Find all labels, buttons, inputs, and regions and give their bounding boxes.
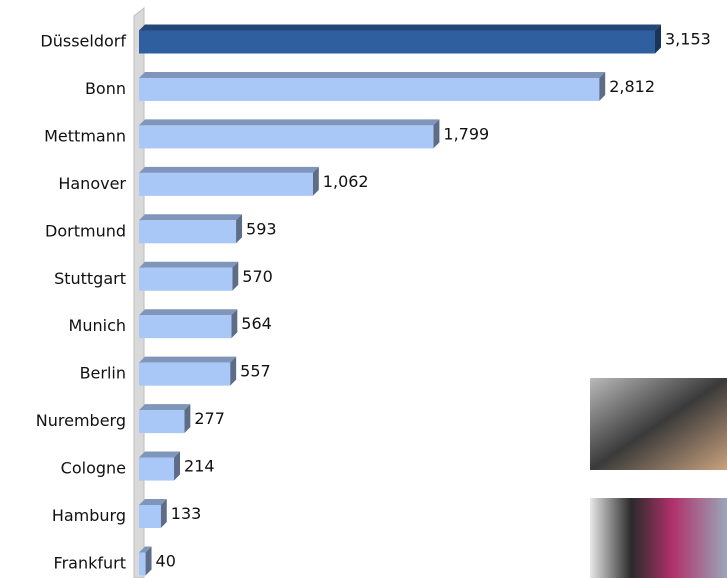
value-label: 3,153	[665, 30, 711, 49]
value-label: 557	[240, 362, 271, 381]
value-label: 593	[246, 219, 277, 238]
bar-face	[139, 72, 605, 78]
bar	[139, 357, 236, 386]
bar-face	[139, 458, 174, 481]
bar-face	[139, 315, 231, 338]
category-label: Nuremberg	[36, 411, 126, 430]
value-label: 570	[242, 267, 273, 286]
value-label: 1,799	[443, 124, 489, 143]
bar-face	[139, 552, 146, 575]
bar-face	[139, 309, 237, 315]
category-label: Bonn	[85, 79, 126, 98]
bar-face	[139, 214, 242, 220]
bar	[139, 309, 237, 338]
bar-face	[139, 25, 661, 31]
value-label: 133	[171, 504, 202, 523]
bar	[139, 72, 605, 101]
bar-face	[139, 78, 599, 101]
bar-face	[139, 410, 184, 433]
category-label: Dortmund	[45, 221, 126, 240]
value-label: 40	[156, 551, 176, 570]
bar-face	[139, 452, 180, 458]
category-label: Hanover	[58, 174, 126, 193]
value-label: 564	[241, 314, 272, 333]
bar-face	[139, 119, 439, 125]
bar-face	[139, 268, 232, 291]
bar-face	[139, 505, 161, 528]
value-label: 214	[184, 457, 215, 476]
photo-phones	[590, 498, 727, 578]
bar	[139, 262, 238, 291]
bar	[139, 499, 167, 528]
bar-face	[139, 173, 313, 196]
chart: Düsseldorf 3,153 Bonn 2,812 Mettmann 1,799 Han…	[0, 0, 727, 578]
category-label: Düsseldorf	[40, 32, 126, 51]
bar-face	[139, 125, 433, 148]
bar	[139, 546, 152, 575]
bar-face	[139, 167, 319, 173]
value-label: 277	[194, 409, 225, 428]
category-label: Berlin	[80, 364, 126, 383]
bar-face	[139, 31, 655, 54]
category-label: Hamburg	[52, 506, 126, 525]
category-label: Munich	[69, 316, 126, 335]
bar	[139, 404, 190, 433]
bar	[139, 25, 661, 54]
category-label: Frankfurt	[54, 553, 126, 572]
bar	[139, 452, 180, 481]
photo-office	[590, 378, 727, 470]
bar	[139, 167, 319, 196]
bar-face	[139, 220, 236, 243]
category-label: Cologne	[61, 459, 126, 478]
bar	[139, 214, 242, 243]
bar	[139, 119, 439, 148]
value-label: 2,812	[609, 77, 655, 96]
category-label: Stuttgart	[54, 269, 126, 288]
category-label: Mettmann	[44, 126, 126, 145]
bar-face	[139, 404, 190, 410]
bar-face	[139, 262, 238, 268]
value-label: 1,062	[323, 172, 369, 191]
bar-face	[139, 357, 236, 363]
bar-face	[139, 363, 230, 386]
